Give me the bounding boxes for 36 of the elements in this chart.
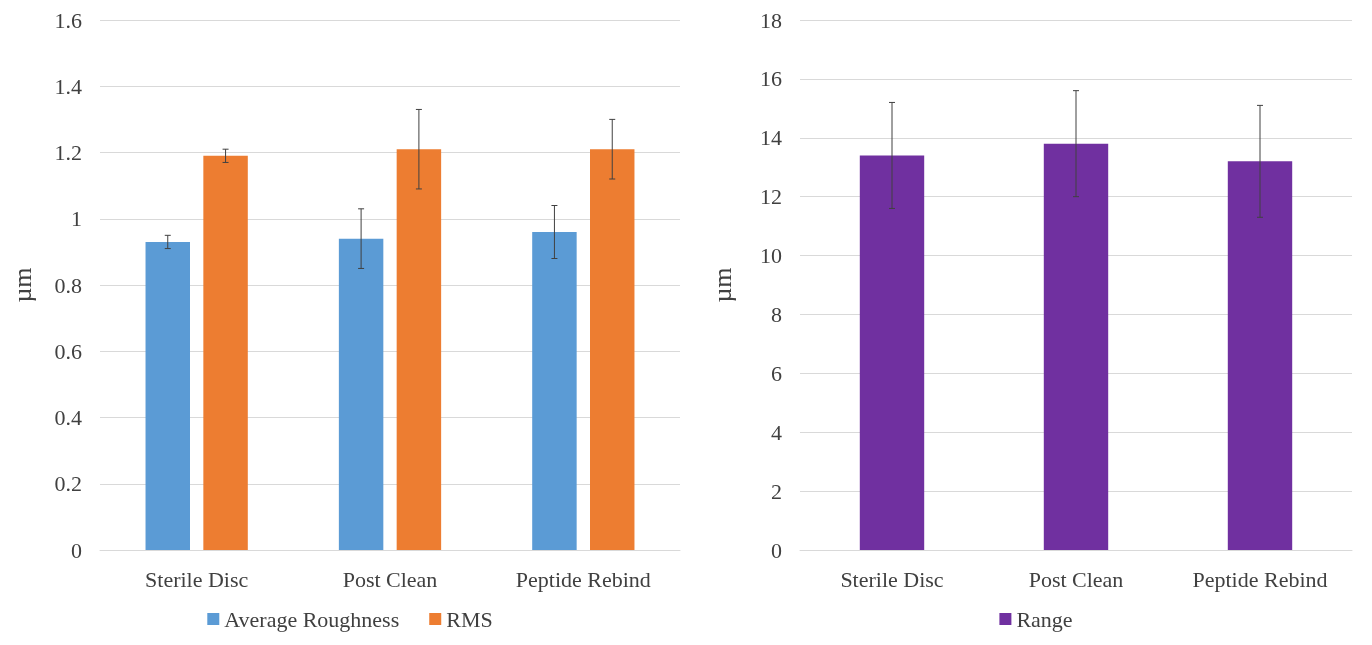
bar xyxy=(145,241,190,550)
x-tick-label: Sterile Disc xyxy=(840,566,944,592)
bar xyxy=(532,232,577,550)
y-tick-label: 1 xyxy=(71,206,82,232)
x-tick-label: Post Clean xyxy=(1028,566,1124,592)
bar xyxy=(338,238,384,550)
y-tick-label: 12 xyxy=(760,184,782,210)
y-axis-title: µm xyxy=(707,267,737,303)
y-tick-label: 0.8 xyxy=(54,272,82,298)
y-tick-label: 14 xyxy=(760,125,782,151)
y-tick-label: 6 xyxy=(771,360,782,386)
y-tick-label: 0.6 xyxy=(54,338,82,364)
y-tick-label: 2 xyxy=(771,478,782,504)
y-tick-label: 0.4 xyxy=(54,405,82,430)
y-tick-label: 0 xyxy=(71,537,82,563)
y-tick-label: 4 xyxy=(771,419,782,445)
y-tick-label: 8 xyxy=(771,301,782,327)
y-tick-label: 1.2 xyxy=(54,140,82,165)
x-tick-label: Peptide Rebind xyxy=(1192,566,1328,592)
y-tick-label: 0.2 xyxy=(54,471,82,497)
x-tick-label: Sterile Disc xyxy=(145,566,249,592)
y-tick-label: 18 xyxy=(760,7,782,33)
x-tick-label: Peptide Rebind xyxy=(515,566,651,592)
legend-label: Range xyxy=(1016,606,1073,632)
y-tick-label: 16 xyxy=(760,66,782,92)
y-tick-label: 0 xyxy=(771,537,782,563)
bar xyxy=(396,149,442,550)
y-axis-title: µm xyxy=(7,267,37,303)
bar xyxy=(203,155,248,550)
y-tick-label: 1.4 xyxy=(54,73,82,99)
legend-label: RMS xyxy=(446,606,493,632)
y-tick-label: 1.6 xyxy=(54,7,82,33)
bar xyxy=(590,149,635,550)
y-tick-label: 10 xyxy=(760,243,782,269)
legend-label: Average Roughness xyxy=(224,606,400,632)
x-tick-label: Post Clean xyxy=(342,566,438,592)
